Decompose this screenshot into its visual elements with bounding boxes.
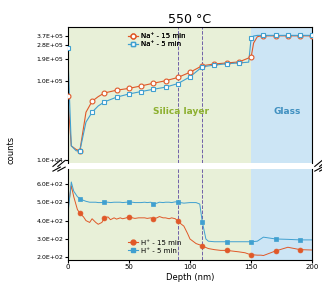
Bar bbox=[251, 27, 312, 164]
Text: counts: counts bbox=[6, 135, 15, 164]
Legend: Na⁺ - 15 min, Na⁺ - 5 min: Na⁺ - 15 min, Na⁺ - 5 min bbox=[125, 30, 188, 50]
Text: Glass: Glass bbox=[273, 107, 300, 116]
Bar bbox=[251, 169, 312, 260]
Bar bbox=[68, 169, 251, 260]
Text: Silica layer: Silica layer bbox=[153, 107, 209, 116]
X-axis label: Depth (nm): Depth (nm) bbox=[166, 273, 214, 282]
Bar bbox=[68, 27, 251, 164]
Title: 550 °C: 550 °C bbox=[168, 13, 212, 26]
Legend: H⁺ - 15 min, H⁺ - 5 min: H⁺ - 15 min, H⁺ - 5 min bbox=[125, 237, 184, 257]
